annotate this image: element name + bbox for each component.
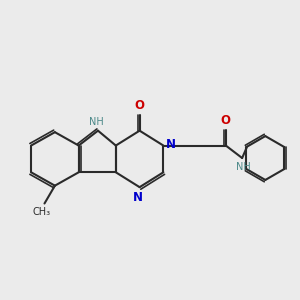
Text: CH₃: CH₃ — [32, 207, 51, 217]
Text: O: O — [135, 99, 145, 112]
Text: N: N — [133, 191, 143, 204]
Text: N: N — [166, 138, 176, 152]
Text: NH: NH — [236, 162, 250, 172]
Text: O: O — [221, 114, 231, 127]
Text: NH: NH — [89, 117, 104, 127]
